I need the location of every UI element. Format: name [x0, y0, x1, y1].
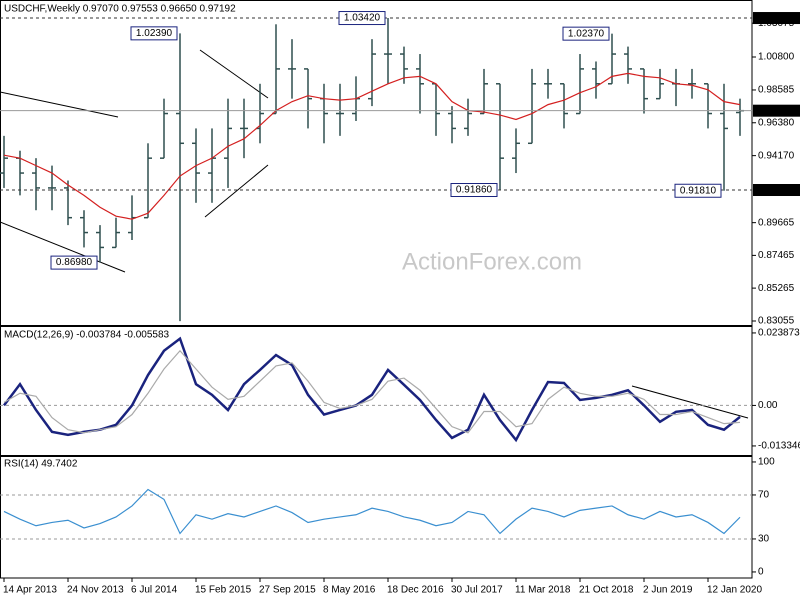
annotation-label: 1.03420: [344, 13, 381, 24]
last-price-box: [753, 104, 800, 117]
annotation-label: 1.02370: [568, 28, 605, 39]
trend-line: [199, 49, 269, 99]
y-tick-label: 0.98585: [758, 85, 795, 96]
rsi-panel: [0, 456, 753, 579]
annotation-box: [50, 255, 98, 270]
x-tick-label: 6 Jul 2014: [131, 585, 178, 596]
y-tick-label: 0.89665: [758, 217, 795, 228]
y-tick-label: 100: [758, 457, 775, 468]
x-tick-label: 12 Jan 2020: [707, 585, 762, 596]
x-tick-label: 21 Oct 2018: [579, 585, 634, 596]
trend-line: [0, 221, 126, 273]
trend-line: [0, 91, 119, 118]
annotation-box: [562, 26, 610, 41]
y-tick-label: 0.023873: [758, 328, 800, 339]
y-tick-label: 1.00800: [758, 52, 795, 63]
x-tick-label: 8 May 2016: [323, 585, 376, 596]
series-line: [3, 72, 741, 220]
y-tick-label: 30: [758, 534, 770, 545]
x-tick-label: 18 Dec 2016: [387, 585, 444, 596]
y-tick-label: 0.87465: [758, 250, 795, 261]
y-tick-label: 0.94170: [758, 150, 795, 161]
level-label: 0.91860: [757, 185, 794, 196]
y-tick-label: 0.83055: [758, 316, 795, 327]
trend-line: [204, 164, 269, 218]
annotation-box: [130, 26, 178, 41]
level-label-box: [753, 184, 800, 197]
chart-title: RSI(14) 49.7402: [4, 459, 78, 470]
trend-line: [631, 385, 749, 419]
series-line: [3, 349, 741, 434]
series-line: [3, 488, 741, 535]
x-tick-label: 27 Sep 2015: [259, 585, 316, 596]
annotation-label: 0.91810: [680, 185, 717, 196]
chart-title: USDCHF,Weekly 0.97070 0.97553 0.96650 0.…: [4, 4, 236, 15]
annotation-box: [674, 183, 722, 198]
macd-panel: [0, 326, 753, 456]
x-tick-label: 15 Feb 2015: [195, 585, 252, 596]
x-tick-label: 24 Nov 2013: [67, 585, 124, 596]
level-label-box: [753, 12, 800, 25]
x-tick-label: 11 Mar 2018: [515, 585, 571, 596]
y-tick-label: 0.96380: [758, 117, 795, 128]
last-price-label: 0.97192: [757, 105, 794, 116]
x-tick-label: 30 Jul 2017: [451, 585, 503, 596]
series-line: [3, 336, 741, 443]
annotation-box: [450, 183, 498, 198]
y-tick-label: 0: [758, 567, 764, 578]
watermark: ActionForex.com: [402, 248, 582, 275]
y-tick-label: 70: [758, 490, 770, 501]
y-tick-label: 0.00: [758, 400, 778, 411]
y-tick-label: -0.013346: [758, 441, 800, 452]
x-tick-label: 14 Apr 2013: [3, 585, 57, 596]
price-panel: [0, 0, 753, 326]
annotation-label: 0.91860: [456, 185, 493, 196]
annotation-label: 0.86980: [56, 257, 93, 268]
annotation-box: [338, 11, 386, 26]
annotation-label: 1.02390: [136, 28, 173, 39]
level-label: 1.03420: [757, 13, 794, 24]
x-tick-label: 2 Jun 2019: [643, 585, 693, 596]
chart-title: MACD(12,26,9) -0.003784 -0.005583: [4, 330, 170, 341]
y-tick-label: 0.85265: [758, 283, 795, 294]
